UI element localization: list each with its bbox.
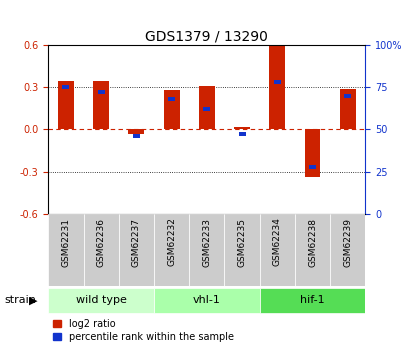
Text: GSM62231: GSM62231: [61, 218, 71, 267]
Bar: [97, 90, 105, 94]
Bar: [58, 81, 74, 129]
Bar: [234, 127, 250, 129]
Bar: [340, 89, 356, 129]
Text: ▶: ▶: [29, 295, 37, 305]
Text: GSM62234: GSM62234: [273, 218, 282, 266]
Text: strain: strain: [4, 295, 36, 305]
Bar: [48, 288, 154, 313]
Bar: [168, 97, 175, 101]
Text: GSM62236: GSM62236: [97, 218, 106, 267]
Bar: [269, 46, 285, 129]
Bar: [119, 214, 154, 286]
Text: hif-1: hif-1: [300, 295, 325, 305]
Bar: [154, 214, 189, 286]
Bar: [260, 214, 295, 286]
Bar: [62, 85, 69, 89]
Text: GSM62232: GSM62232: [167, 218, 176, 266]
Bar: [295, 214, 330, 286]
Bar: [93, 81, 109, 129]
Legend: log2 ratio, percentile rank within the sample: log2 ratio, percentile rank within the s…: [53, 319, 234, 342]
Bar: [203, 107, 210, 111]
Text: GSM62233: GSM62233: [202, 218, 211, 267]
Text: GSM62235: GSM62235: [238, 218, 247, 267]
Bar: [133, 134, 140, 138]
Text: GSM62239: GSM62239: [343, 218, 352, 267]
Bar: [189, 214, 224, 286]
Bar: [330, 214, 365, 286]
Text: GSM62237: GSM62237: [132, 218, 141, 267]
Bar: [48, 214, 84, 286]
Bar: [260, 288, 365, 313]
Bar: [154, 288, 260, 313]
Bar: [304, 129, 320, 177]
Bar: [199, 86, 215, 129]
Bar: [84, 214, 119, 286]
Text: GSM62238: GSM62238: [308, 218, 317, 267]
Bar: [129, 129, 144, 134]
Bar: [164, 90, 179, 129]
Bar: [239, 132, 246, 136]
Text: GDS1379 / 13290: GDS1379 / 13290: [145, 29, 268, 43]
Text: wild type: wild type: [76, 295, 126, 305]
Bar: [309, 165, 316, 169]
Bar: [274, 80, 281, 84]
Bar: [344, 93, 352, 98]
Text: vhl-1: vhl-1: [193, 295, 221, 305]
Bar: [224, 214, 260, 286]
